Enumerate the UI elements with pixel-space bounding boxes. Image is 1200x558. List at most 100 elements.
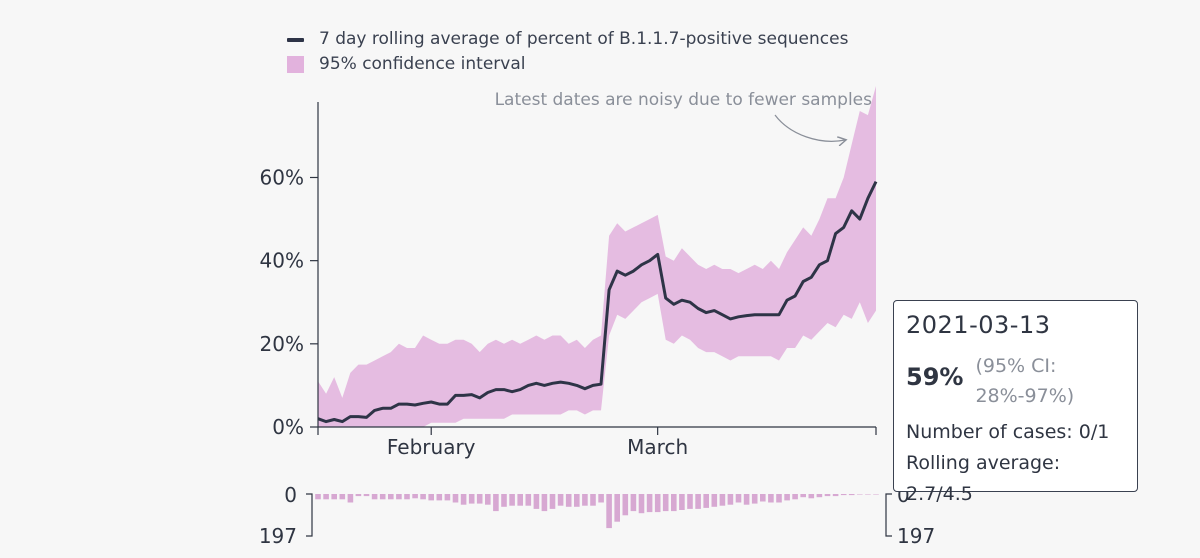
sample-bar	[420, 494, 426, 499]
sample-bar	[590, 494, 596, 506]
legend-band-swatch	[287, 56, 304, 73]
sample-bar	[404, 494, 410, 499]
tooltip-value: 59%	[906, 363, 963, 391]
sample-bar	[380, 494, 386, 499]
y-tick-label: 0%	[272, 415, 304, 439]
sample-bar	[453, 494, 459, 503]
sample-bar	[437, 494, 443, 500]
annotation-arrow	[775, 115, 845, 141]
legend-item-line: 7 day rolling average of percent of B.1.…	[287, 27, 848, 52]
sample-bar	[728, 494, 734, 505]
sample-bar	[792, 494, 798, 499]
sample-bar	[647, 494, 653, 512]
sample-bar	[340, 494, 346, 499]
sample-bar	[817, 494, 823, 497]
sample-bar	[631, 494, 637, 511]
tooltip-cases: Number of cases: 0/1	[906, 417, 1125, 448]
annotation-text: Latest dates are noisy due to fewer samp…	[495, 90, 873, 110]
sample-bar	[663, 494, 669, 511]
sample-bar	[744, 494, 750, 505]
legend-line-label: 7 day rolling average of percent of B.1.…	[319, 27, 848, 52]
sample-bar	[566, 494, 572, 507]
sample-bar	[428, 494, 434, 500]
sample-bar	[461, 494, 467, 505]
legend-band-label: 95% confidence interval	[319, 52, 525, 77]
tooltip-ci: (95% CI: 28%-97%)	[975, 351, 1074, 411]
sample-bar	[323, 494, 329, 499]
legend: 7 day rolling average of percent of B.1.…	[287, 27, 848, 77]
sample-bar	[331, 494, 337, 499]
x-tick-label: March	[627, 435, 688, 459]
sample-bar	[348, 494, 354, 503]
sample-bar	[598, 494, 604, 503]
sample-bar	[582, 494, 588, 506]
sample-bar	[445, 494, 451, 500]
tooltip: 2021-03-13 59% (95% CI: 28%-97%) Number …	[893, 300, 1138, 492]
sample-bar	[768, 494, 774, 503]
sample-bar	[736, 494, 742, 503]
sample-bar	[687, 494, 693, 509]
sample-bar	[865, 494, 871, 495]
bars-right-bracket	[886, 494, 892, 536]
sample-bar	[825, 494, 831, 496]
sample-bar	[396, 494, 402, 499]
sample-bar	[752, 494, 758, 504]
y-tick-label: 20%	[260, 332, 304, 356]
x-tick-label: February	[387, 435, 476, 459]
sample-bar	[485, 494, 491, 505]
sample-bar	[550, 494, 556, 509]
bars-left-bottom-label: 197	[259, 524, 297, 548]
sample-bar	[833, 494, 839, 496]
sample-bar	[784, 494, 790, 500]
y-tick-label: 40%	[260, 249, 304, 273]
sample-bar	[760, 494, 766, 502]
sample-bar	[873, 494, 879, 495]
sample-bar	[477, 494, 483, 504]
tooltip-ci-line2: 28%-97%)	[975, 381, 1074, 411]
sample-bar	[388, 494, 394, 499]
annotation-group: Latest dates are noisy due to fewer samp…	[495, 90, 873, 141]
sample-bar	[412, 494, 418, 498]
sample-bar	[857, 494, 863, 495]
sample-bar	[720, 494, 726, 506]
sample-bar	[614, 494, 620, 522]
legend-item-band: 95% confidence interval	[287, 52, 848, 77]
sample-bar	[679, 494, 685, 510]
sample-bar	[542, 494, 548, 511]
sample-bar	[703, 494, 709, 508]
y-tick-label: 60%	[260, 165, 304, 189]
sample-bar	[558, 494, 564, 506]
tooltip-rolling: Rolling average: 2.7/4.5	[906, 448, 1125, 510]
sample-bar	[639, 494, 645, 513]
sample-bar	[469, 494, 475, 504]
sample-bar	[526, 494, 532, 506]
sample-bar	[841, 494, 847, 495]
sample-bar	[315, 494, 321, 499]
sample-bar	[517, 494, 523, 506]
sample-bar	[574, 494, 580, 507]
sample-bar	[809, 494, 815, 498]
sample-bar	[364, 494, 370, 496]
sample-bar	[606, 494, 612, 528]
confidence-band	[318, 86, 876, 427]
tooltip-ci-line1: (95% CI:	[975, 351, 1074, 381]
bars-right-bottom-label: 197	[897, 524, 935, 548]
bars-left-bracket	[306, 494, 312, 536]
sample-bar	[712, 494, 718, 507]
confidence-interval-area	[318, 86, 876, 427]
sample-bar	[623, 494, 629, 515]
sample-bar	[800, 494, 806, 497]
sample-bar	[501, 494, 507, 507]
sample-bar	[671, 494, 677, 511]
sample-bar	[356, 494, 362, 496]
sample-bar	[849, 494, 855, 495]
bars-left-top-label: 0	[284, 483, 297, 507]
sample-bar	[695, 494, 701, 509]
tooltip-value-row: 59% (95% CI: 28%-97%)	[906, 351, 1125, 411]
sample-bar	[655, 494, 661, 512]
sample-bar	[534, 494, 540, 509]
sample-bar	[509, 494, 515, 506]
tooltip-date: 2021-03-13	[906, 311, 1125, 339]
